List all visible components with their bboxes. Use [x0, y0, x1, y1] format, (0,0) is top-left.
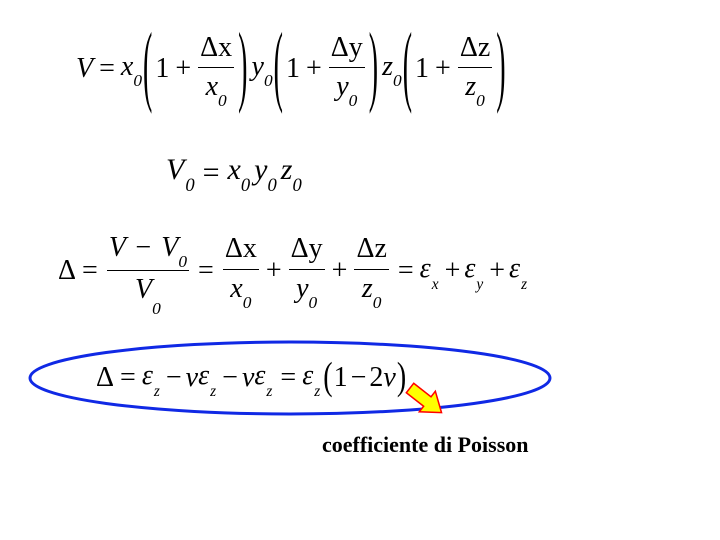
eq3-eps-z: εz: [509, 253, 529, 289]
eq1-plus-a: +: [175, 53, 191, 85]
eq1-one-c: 1: [415, 53, 429, 85]
rparen-icon: ): [369, 18, 378, 120]
eq4-nu2: ν: [242, 362, 254, 394]
eq3-eq1: =: [82, 255, 98, 287]
eq1-x0: x0: [121, 51, 142, 87]
eq2-x0: x0: [228, 153, 251, 192]
eq3-plus1: +: [266, 255, 282, 287]
eq1-plus-c: +: [435, 53, 451, 85]
eq4-eq2: =: [280, 362, 296, 394]
eq3-frac-dy: Δy y0: [289, 231, 325, 310]
eq3-plus3: +: [445, 255, 461, 287]
eq4-minus3: −: [351, 362, 367, 394]
lparen-icon: (: [143, 18, 152, 120]
eq2-V: V0: [166, 153, 195, 192]
eq3-eps-x: εx: [420, 253, 441, 289]
eq2-y0: y0: [254, 153, 277, 192]
eq3-eq2: =: [198, 255, 214, 287]
eq1-frac-dy: Δy y0: [329, 30, 365, 109]
eq3-plus4: +: [489, 255, 505, 287]
rparen-icon: ): [496, 18, 505, 120]
eq3-frac-dz: Δz z0: [354, 231, 388, 310]
eq2-z0: z0: [281, 153, 302, 192]
eq4-eps2: εz: [198, 360, 218, 396]
rparen-icon: ): [238, 18, 247, 120]
equation-3: Δ = V − V0 V0 = Δx x0 + Δy y0 + Δz z0: [58, 230, 529, 311]
equation-2: V0 = x0 y0 z0: [166, 153, 302, 192]
eq1-plus-b: +: [306, 53, 322, 85]
eq4-Delta: Δ: [96, 362, 114, 394]
eq4-minus2: −: [222, 362, 238, 394]
eq1-frac-dz: Δz z0: [458, 30, 492, 109]
eq2-equals: =: [203, 156, 220, 190]
lparen-icon: (: [274, 18, 283, 120]
eq4-eps1: εz: [142, 360, 162, 396]
eq4-nu3: ν: [383, 362, 395, 394]
eq3-eps-y: εy: [464, 253, 485, 289]
eq3-eq3: =: [398, 255, 414, 287]
slide-canvas: V = x0 ( 1 + Δx x0 ) y0 ( 1 + Δy y0 ) z0…: [0, 0, 720, 540]
eq1-equals: =: [99, 53, 115, 85]
eq1-V: V: [76, 53, 93, 85]
eq1-one-b: 1: [286, 53, 300, 85]
arrow-icon: [402, 378, 450, 423]
eq4-nu1: ν: [186, 362, 198, 394]
eq3-Delta: Δ: [58, 255, 76, 287]
eq1-y0: y0: [252, 51, 273, 87]
equation-4: Δ = εz − νεz − νεz = εz ( 1 − 2ν ): [96, 360, 407, 396]
eq4-minus1: −: [166, 362, 182, 394]
eq1-frac-dx: Δx x0: [198, 30, 234, 109]
rparen-icon: ): [397, 355, 406, 400]
eq4-two: 2: [369, 362, 383, 394]
eq4-eq1: =: [120, 362, 136, 394]
eq4-one: 1: [334, 362, 348, 394]
equation-1: V = x0 ( 1 + Δx x0 ) y0 ( 1 + Δy y0 ) z0…: [76, 30, 507, 109]
eq1-z0: z0: [382, 51, 402, 87]
eq4-eps3: εz: [254, 360, 274, 396]
lparen-icon: (: [403, 18, 412, 120]
eq3-frac-dx: Δx x0: [223, 231, 259, 310]
lparen-icon: (: [323, 355, 332, 400]
eq3-plus2: +: [332, 255, 348, 287]
eq4-eps4: εz: [302, 360, 322, 396]
eq3-frac-V: V − V0 V0: [107, 230, 189, 311]
eq1-one-a: 1: [155, 53, 169, 85]
poisson-caption: coefficiente di Poisson: [322, 432, 529, 458]
